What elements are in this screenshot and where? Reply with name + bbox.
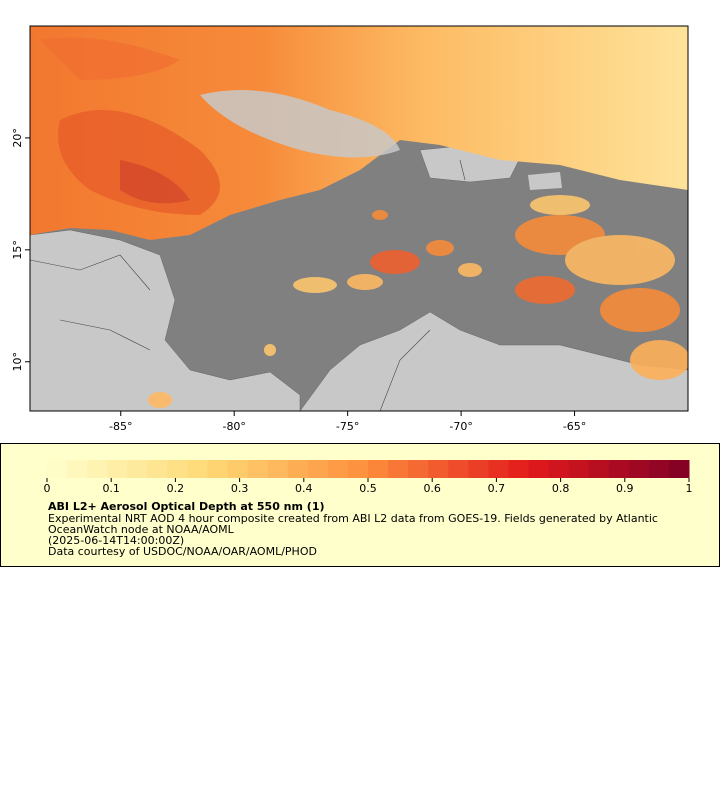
colorbar-swatch bbox=[568, 460, 590, 478]
colorbar-swatch bbox=[267, 460, 289, 478]
aerosol-plumes bbox=[148, 195, 688, 408]
colorbar-swatch bbox=[448, 460, 469, 478]
colorbar-swatch bbox=[227, 460, 249, 478]
x-tick-label: -65° bbox=[563, 420, 586, 433]
colorbar-swatch bbox=[488, 460, 509, 478]
colorbar-swatch bbox=[347, 460, 369, 478]
caption-line: Data courtesy of USDOC/NOAA/OAR/AOML/PHO… bbox=[48, 545, 317, 558]
colorbar-swatch bbox=[247, 460, 269, 478]
colorbar-tick-label: 0 bbox=[44, 482, 51, 495]
land-south-america bbox=[299, 311, 688, 411]
colorbar-swatch bbox=[628, 460, 650, 478]
colorbar-swatch bbox=[408, 460, 429, 478]
aerosol-dense bbox=[120, 160, 190, 204]
aerosol-dense bbox=[40, 37, 180, 80]
colorbar: 0 0.1 0.2 0.3 0.4 0.5 0.6 0.7 0.8 0.9 1 bbox=[44, 460, 693, 495]
colorbar-swatch bbox=[87, 460, 108, 478]
colorbar-swatch bbox=[648, 460, 670, 478]
land-puerto-rico bbox=[528, 172, 562, 190]
caption-line: (2025-06-14T14:00:00Z) bbox=[48, 534, 184, 547]
map-area bbox=[30, 26, 688, 411]
colorbar-swatch bbox=[147, 460, 168, 478]
colorbar-swatch bbox=[468, 460, 489, 478]
colorbar-swatch bbox=[307, 460, 329, 478]
colorbar-swatch bbox=[668, 460, 690, 478]
land-central-america bbox=[30, 229, 301, 411]
caption-title: ABI L2+ Aerosol Optical Depth at 550 nm … bbox=[48, 500, 325, 513]
x-tick-label: -75° bbox=[336, 420, 359, 433]
colorbar-swatch bbox=[608, 460, 630, 478]
caption-line: Experimental NRT AOD 4 hour composite cr… bbox=[48, 512, 658, 525]
colorbar-tick-label: 0.1 bbox=[102, 482, 120, 495]
land-cuba bbox=[200, 90, 400, 158]
colorbar-swatch bbox=[548, 460, 570, 478]
land-panama bbox=[30, 385, 160, 411]
colorbar-tick-label: 0.3 bbox=[231, 482, 249, 495]
colorbar-swatch bbox=[127, 460, 148, 478]
colorbar-swatch bbox=[528, 460, 550, 478]
x-tick-label: -70° bbox=[449, 420, 472, 433]
caption-line: OceanWatch node at NOAA/AOML bbox=[48, 523, 235, 536]
y-tick-label: 10° bbox=[11, 352, 24, 372]
colorbar-swatch bbox=[187, 460, 208, 478]
colorbar-tick-label: 0.4 bbox=[295, 482, 313, 495]
map-frame bbox=[29, 25, 689, 412]
x-tick-label: -85° bbox=[109, 420, 132, 433]
colorbar-swatch bbox=[508, 460, 529, 478]
colorbar-tick-label: 0.5 bbox=[359, 482, 377, 495]
colorbar-swatch bbox=[327, 460, 349, 478]
colorbar-swatch bbox=[428, 460, 449, 478]
colorbar-swatch bbox=[107, 460, 128, 478]
colorbar-swatch bbox=[47, 460, 68, 478]
colorbar-tick-label: 0.6 bbox=[423, 482, 441, 495]
colorbar-tick-label: 1 bbox=[686, 482, 693, 495]
colorbar-tick-label: 0.9 bbox=[616, 482, 634, 495]
colorbar-swatch bbox=[388, 460, 409, 478]
borders bbox=[30, 159, 466, 411]
colorbar-swatch bbox=[67, 460, 88, 478]
colorbar-tick-label: 0.2 bbox=[167, 482, 185, 495]
colorbar-tick-label: 0.8 bbox=[552, 482, 570, 495]
colorbar-swatch bbox=[167, 460, 188, 478]
y-tick-label: 15° bbox=[11, 240, 24, 260]
colorbar-swatch bbox=[287, 460, 309, 478]
y-tick-label: 20° bbox=[11, 128, 24, 148]
colorbar-swatch bbox=[588, 460, 610, 478]
x-tick-label: -80° bbox=[222, 420, 245, 433]
colorbar-tick-label: 0.7 bbox=[488, 482, 506, 495]
colorbar-swatch bbox=[207, 460, 229, 478]
axes: -85° -80° -75° -70° -65° 10° 15° 20° bbox=[11, 128, 586, 433]
colorbar-swatch bbox=[368, 460, 389, 478]
